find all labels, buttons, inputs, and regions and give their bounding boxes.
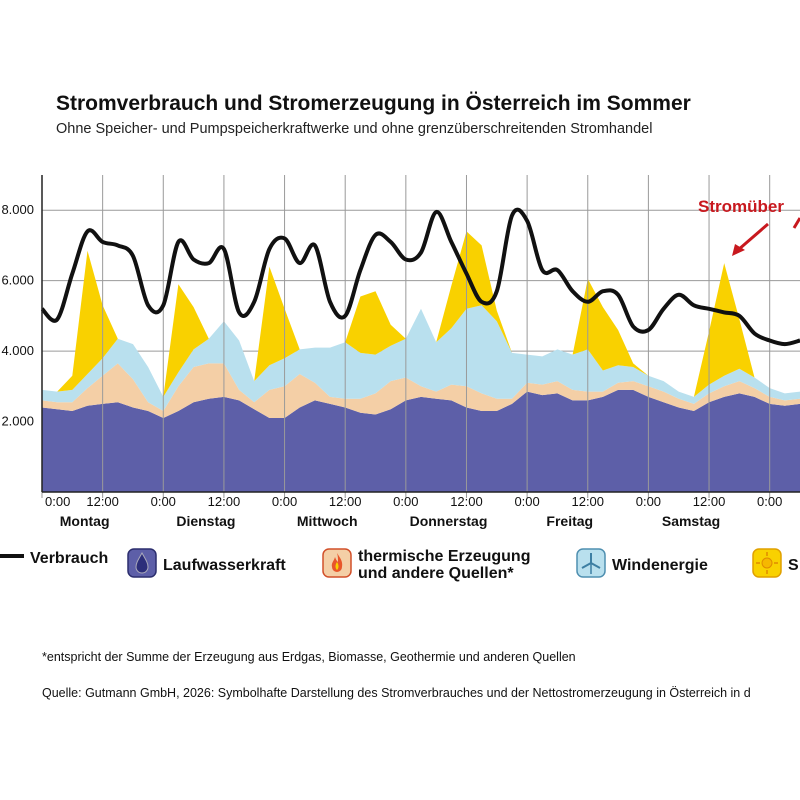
legend-item-windenergie: Windenergie	[576, 548, 708, 583]
day-label: Mittwoch	[297, 513, 358, 529]
x-tick-label: 12:00	[208, 494, 241, 509]
area-windenergie	[42, 305, 800, 411]
legend: Verbrauch Laufwasserkraft thermische Erz…	[0, 548, 800, 594]
annotation-label: Stromüber	[698, 197, 784, 216]
day-label: Freitag	[546, 513, 593, 529]
y-tick-label: 2.000	[1, 414, 34, 429]
legend-item-laufwasserkraft: Laufwasserkraft	[127, 548, 286, 583]
legend-label: Windenergie	[612, 556, 708, 574]
legend-item-sonnenenergie: S	[752, 548, 799, 583]
legend-item-verbrauch: Verbrauch	[0, 548, 108, 569]
stacked-areas	[42, 231, 800, 492]
verbrauch-line-group	[40, 207, 800, 347]
area-thermische	[42, 363, 800, 418]
chart-subtitle: Ohne Speicher- und Pumpspeicherkraftwerk…	[56, 121, 653, 137]
axis-labels: 2.000 4.000 6.000 8.000 0:00 12:00 0:00 12:00 0:…	[1, 202, 782, 529]
y-tick-label: 8.000	[1, 202, 34, 217]
chart-title: Stromverbrauch und Stromerzeugung in Öst…	[56, 92, 691, 115]
x-tick-label: 0:00	[393, 494, 418, 509]
water-drop-icon	[127, 548, 157, 583]
day-label: Dienstag	[176, 513, 235, 529]
legend-label: S	[788, 556, 799, 574]
y-tick-label: 6.000	[1, 273, 34, 288]
day-label: Donnerstag	[410, 513, 488, 529]
chart: 2.000 4.000 6.000 8.000 0:00 12:00 0:00 12:00 0:…	[1, 175, 800, 529]
footnote: *entspricht der Summe der Erzeugung aus …	[42, 650, 576, 664]
line-swatch-icon	[0, 548, 24, 569]
legend-label: Laufwasserkraft	[163, 556, 286, 574]
flame-icon	[322, 548, 352, 583]
x-tick-label: 0:00	[272, 494, 297, 509]
legend-label: und andere Quellen*	[358, 565, 514, 582]
sun-icon	[752, 548, 782, 583]
x-tick-label: 12:00	[329, 494, 362, 509]
x-tick-label: 12:00	[571, 494, 604, 509]
annotation-group: Stromüber	[698, 197, 800, 256]
axes	[41, 175, 800, 493]
annotation-arrow	[737, 222, 769, 252]
day-label: Samstag	[662, 513, 720, 529]
annotation-arrow	[792, 217, 800, 229]
y-tick-label: 4.000	[1, 343, 34, 358]
x-tick-label: 0:00	[757, 494, 782, 509]
wind-turbine-icon	[576, 548, 606, 583]
x-tick-label: 12:00	[450, 494, 483, 509]
x-tick-label: 0:00	[151, 494, 176, 509]
x-tick-label: 0:00	[45, 494, 70, 509]
verbrauch-line	[40, 207, 800, 347]
legend-item-thermisch: thermische Erzeugung und andere Quellen*	[322, 548, 530, 583]
source-note: Quelle: Gutmann GmbH, 2026: Symbolhafte …	[42, 686, 751, 700]
day-label: Montag	[60, 513, 110, 529]
x-tick-label: 0:00	[636, 494, 661, 509]
legend-label: thermische Erzeugung	[358, 548, 531, 565]
legend-label: Verbrauch	[30, 549, 109, 567]
area-laufwasserkraft	[42, 389, 800, 492]
x-tick-label: 12:00	[86, 494, 119, 509]
annotation-arrowhead	[732, 244, 745, 256]
area-sonnenenergie	[42, 231, 800, 397]
x-tick-label: 0:00	[514, 494, 539, 509]
x-tick-label: 12:00	[693, 494, 726, 509]
